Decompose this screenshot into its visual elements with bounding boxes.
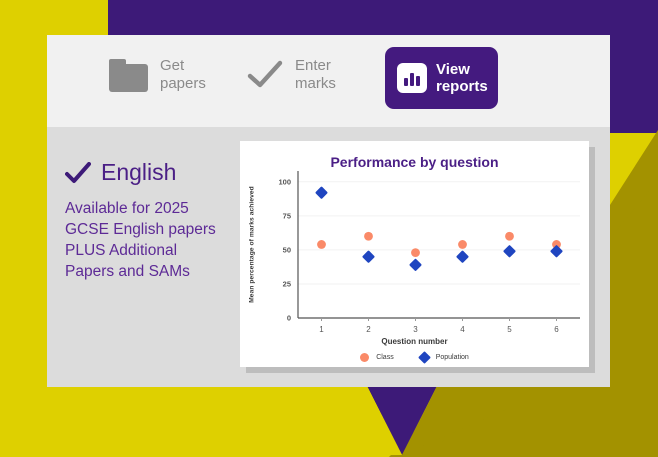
data-point-class-q5	[505, 231, 514, 241]
data-point-class-q3	[411, 248, 420, 258]
data-point-population-q4	[456, 250, 469, 263]
toolbar-step-view-reports[interactable]: View reports	[385, 47, 498, 109]
legend-label-population: Population	[435, 354, 469, 361]
data-point-population-q5	[503, 245, 516, 258]
population-marker-icon	[417, 351, 431, 364]
data-point-population-q6	[550, 245, 563, 258]
chart-x-tick: 6	[554, 325, 559, 334]
chart-y-tick: 100	[278, 177, 291, 186]
workflow-toolbar: Get papers Enter marks View reports	[47, 35, 610, 127]
subject-description: Available for 2025 GCSE English papers P…	[65, 200, 216, 280]
bar-chart-icon	[397, 63, 427, 93]
chart-card[interactable]: Performance by question 0 25 50 75 100 1 2 3 4 5 6…	[240, 141, 589, 367]
toolbar-step-get-papers[interactable]: Get papers	[109, 57, 206, 93]
data-point-population-q2	[362, 250, 375, 263]
chart-y-axis-label: Mean percentage of marks achieved	[248, 186, 256, 303]
chart-legend: Class Population	[240, 351, 589, 364]
data-point-class-q4	[458, 240, 467, 249]
data-point-class-q2	[364, 231, 373, 241]
class-marker-icon	[360, 353, 370, 362]
chart-x-tick: 3	[413, 325, 418, 334]
subject-name: English	[101, 159, 177, 185]
toolbar-step-view-reports-label: View reports	[436, 61, 488, 95]
window-body: English Available for 2025 GCSE English …	[47, 127, 610, 387]
data-point-population-q3	[409, 258, 422, 271]
chart-x-axis-label: Question number	[381, 337, 448, 346]
chart-y-tick: 25	[283, 280, 291, 289]
toolbar-step-enter-marks[interactable]: Enter marks	[247, 57, 336, 93]
chart-y-tick: 0	[287, 314, 291, 323]
toolbar-step-enter-marks-label: Enter marks	[295, 57, 336, 92]
legend-item-population: Population	[417, 351, 469, 364]
scatter-plot: 0 25 50 75 100 1 2 3 4 5 6	[278, 171, 580, 334]
check-icon	[65, 161, 91, 183]
data-point-class-q6	[552, 240, 561, 249]
toolbar-step-get-papers-label: Get papers	[160, 57, 206, 92]
subject-panel: English Available for 2025 GCSE English …	[65, 159, 255, 282]
chart-x-tick: 4	[460, 325, 465, 334]
legend-item-class: Class	[360, 353, 394, 362]
chart-y-tick: 50	[283, 246, 291, 255]
chart-x-tick: 2	[366, 325, 371, 334]
data-point-class-q1	[317, 240, 326, 249]
app-window: Get papers Enter marks View reports Engl…	[47, 35, 610, 387]
chart-x-tick: 1	[319, 325, 324, 334]
chart-x-tick: 5	[507, 325, 512, 334]
chart-title: Performance by question	[330, 154, 499, 170]
legend-label-class: Class	[376, 354, 394, 361]
data-point-population-q1	[315, 186, 328, 199]
subject-heading: English	[65, 159, 255, 186]
chart-y-tick: 75	[283, 211, 291, 220]
check-icon	[247, 60, 283, 88]
folder-icon	[109, 58, 148, 92]
